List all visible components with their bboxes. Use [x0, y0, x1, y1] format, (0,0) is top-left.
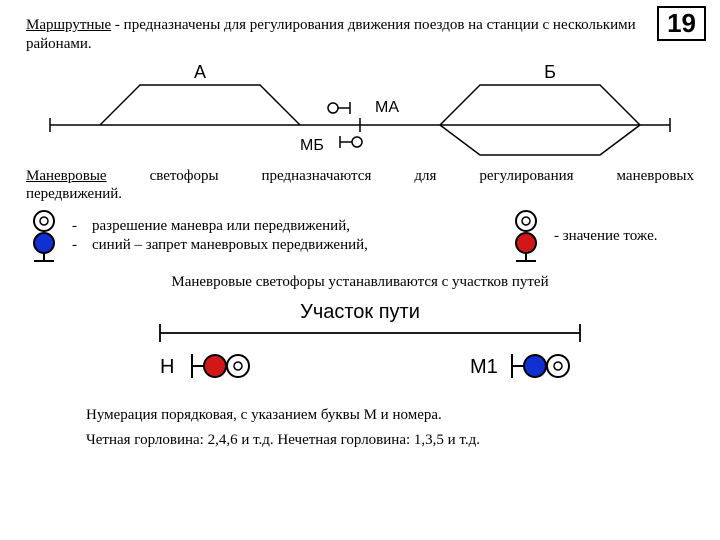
w4: для	[414, 168, 436, 185]
para-route-title: Маршрутные	[26, 17, 111, 33]
para-install: Маневровые светофоры устанавливаются с у…	[26, 273, 694, 292]
signal-text-right: - значение тоже.	[554, 227, 694, 247]
svg-text:Участок пути: Участок пути	[300, 301, 420, 323]
svg-text:Н: Н	[160, 356, 174, 378]
track-section-diagram: Участок пути Н М1	[100, 298, 620, 398]
dwarf-signal-white-blue	[26, 209, 62, 263]
svg-text:А: А	[194, 62, 206, 82]
para-shunting-title: Маневровые	[26, 168, 107, 185]
page-number: 19	[657, 6, 706, 41]
w5: регулирования	[479, 168, 573, 185]
signal-meanings: - разрешение маневра или передвижений, -…	[26, 209, 694, 263]
svg-text:М1: М1	[470, 356, 498, 378]
svg-text:Б: Б	[544, 62, 556, 82]
para-shunting-line1: Маневровые светофоры предназначаются для…	[26, 168, 694, 185]
w2: светофоры	[150, 168, 219, 185]
para-route: Маршрутные - предназначены для регулиров…	[26, 16, 694, 54]
w6: маневровых	[617, 168, 694, 185]
dwarf-signal-white-red	[508, 209, 544, 263]
signal-text-left: - разрешение маневра или передвижений, -…	[72, 217, 508, 256]
para-route-body: - предназначены для регулирования движен…	[26, 17, 636, 52]
w3: предназначаются	[262, 168, 372, 185]
para-shunting-line2: передвижений.	[26, 185, 694, 204]
para-numbering-1: Нумерация порядковая, с указанием буквы …	[86, 406, 634, 425]
para-numbering-2: Четная горловина: 2,4,6 и т.д. Нечетная …	[86, 431, 634, 450]
svg-text:МА: МА	[375, 99, 399, 116]
svg-text:МБ: МБ	[300, 137, 324, 154]
track-diagram: А Б МА МБ	[40, 60, 680, 160]
